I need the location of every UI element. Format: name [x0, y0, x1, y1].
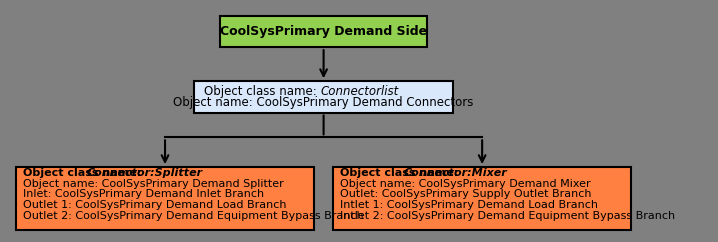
Text: Object name: CoolSysPrimary Demand Mixer: Object name: CoolSysPrimary Demand Mixer: [340, 179, 590, 189]
FancyBboxPatch shape: [333, 167, 631, 230]
Text: Outlet 2: CoolSysPrimary Demand Equipment Bypass Branch: Outlet 2: CoolSysPrimary Demand Equipmen…: [23, 211, 363, 221]
Text: Intlet 2: CoolSysPrimary Demand Equipment Bypass Branch: Intlet 2: CoolSysPrimary Demand Equipmen…: [340, 211, 675, 221]
Text: Object class name:: Object class name:: [340, 168, 462, 178]
Text: Connector:Splitter: Connector:Splitter: [87, 168, 202, 178]
Text: Connectorlist: Connectorlist: [320, 85, 398, 98]
Text: Object class name:: Object class name:: [204, 85, 320, 98]
FancyBboxPatch shape: [220, 16, 427, 47]
FancyBboxPatch shape: [194, 81, 453, 113]
Text: Object class name:: Object class name:: [23, 168, 145, 178]
Text: Outlet 1: CoolSysPrimary Demand Load Branch: Outlet 1: CoolSysPrimary Demand Load Bra…: [23, 200, 286, 210]
Text: Object name: CoolSysPrimary Demand Connectors: Object name: CoolSysPrimary Demand Conne…: [174, 96, 474, 109]
Text: Connector:Mixer: Connector:Mixer: [404, 168, 508, 178]
Text: Outlet: CoolSysPrimary Supply Outlet Branch: Outlet: CoolSysPrimary Supply Outlet Bra…: [340, 189, 592, 199]
Text: Intlet 1: CoolSysPrimary Demand Load Branch: Intlet 1: CoolSysPrimary Demand Load Bra…: [340, 200, 598, 210]
FancyBboxPatch shape: [17, 167, 314, 230]
Text: Object name: CoolSysPrimary Demand Splitter: Object name: CoolSysPrimary Demand Split…: [23, 179, 284, 189]
Text: CoolSysPrimary Demand Side: CoolSysPrimary Demand Side: [220, 25, 427, 38]
Text: Inlet: CoolSysPrimary Demand Inlet Branch: Inlet: CoolSysPrimary Demand Inlet Branc…: [23, 189, 264, 199]
